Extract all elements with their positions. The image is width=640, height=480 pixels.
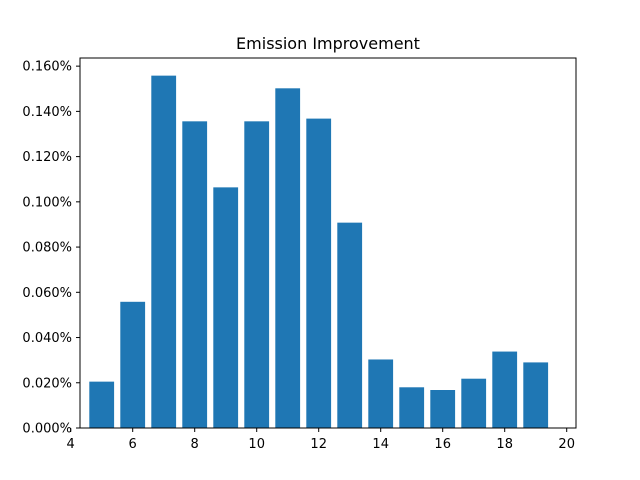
y-tick-label: 0.100%	[22, 195, 72, 210]
bar-x-15	[399, 387, 425, 428]
y-tick-label: 0.160%	[22, 60, 72, 75]
x-tick-label: 6	[129, 437, 137, 452]
bar-x-17	[461, 378, 487, 428]
x-tick-label: 20	[558, 437, 575, 452]
x-tick-label: 8	[191, 437, 199, 452]
bar-x-16	[430, 390, 456, 428]
bar-x-14	[368, 359, 394, 428]
x-axis: 4 6 8 10 12 14 16 18 20	[67, 428, 575, 452]
y-tick-label: 0.120%	[22, 150, 72, 165]
y-tick-label: 0.040%	[22, 331, 72, 346]
bar-series	[89, 75, 549, 429]
bar-x-18	[492, 351, 518, 428]
bar-x-12	[306, 118, 332, 429]
x-tick-label: 14	[372, 437, 389, 452]
x-tick-label: 4	[67, 437, 75, 452]
x-tick-label: 10	[248, 437, 265, 452]
x-tick-label: 18	[496, 437, 513, 452]
bar-x-19	[523, 362, 549, 428]
bar-x-10	[244, 121, 270, 428]
y-tick-label: 0.140%	[22, 105, 72, 120]
y-tick-label: 0.060%	[22, 286, 72, 301]
bar-x-13	[337, 222, 363, 428]
plot-area-frame	[79, 57, 577, 429]
bar-x-8	[182, 121, 208, 428]
y-axis: 0.000% 0.020% 0.040% 0.060% 0.080% 0.100% 0.12…	[22, 60, 80, 437]
chart-title: Emission Improvement	[236, 34, 420, 53]
y-tick-label: 0.020%	[22, 376, 72, 391]
x-tick-label: 12	[310, 437, 327, 452]
bar-x-9	[213, 187, 239, 428]
bar-x-7	[151, 75, 177, 428]
bar-x-5	[89, 381, 115, 428]
bar-x-11	[275, 88, 301, 428]
y-tick-label: 0.080%	[22, 241, 72, 256]
y-tick-label: 0.000%	[22, 422, 72, 437]
bar-x-6	[120, 301, 146, 428]
x-tick-label: 16	[434, 437, 451, 452]
